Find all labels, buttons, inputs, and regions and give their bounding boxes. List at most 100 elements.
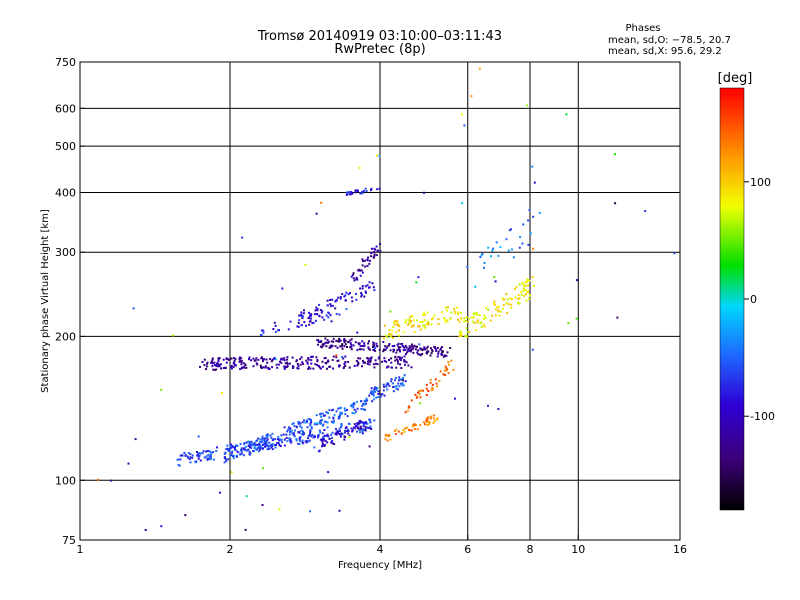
echo-point xyxy=(444,373,447,376)
echo-point xyxy=(434,378,437,381)
echo-point xyxy=(431,317,434,320)
echo-point xyxy=(231,451,233,454)
echo-point xyxy=(437,318,440,321)
echo-point xyxy=(337,296,340,299)
x-tick-labels: 1 2 4 6 8 10 16 xyxy=(77,535,687,556)
echo-point xyxy=(361,258,364,261)
echo-point xyxy=(217,359,220,362)
echo-point xyxy=(410,348,413,351)
echo-point xyxy=(394,359,397,362)
echo-point xyxy=(363,361,366,364)
echo-point xyxy=(231,450,234,453)
echo-point xyxy=(344,294,347,297)
echo-point xyxy=(206,450,209,452)
echo-point xyxy=(296,325,299,328)
echo-point xyxy=(309,315,312,318)
echo-point xyxy=(245,366,248,369)
echo-point xyxy=(408,406,411,409)
echo-point xyxy=(313,446,316,449)
echo-point xyxy=(340,413,343,416)
echo-point xyxy=(415,348,417,351)
echo-point xyxy=(388,359,390,361)
echo-point xyxy=(350,404,353,407)
echo-point xyxy=(370,189,372,192)
echo-point xyxy=(237,451,240,454)
echo-point xyxy=(281,441,284,444)
echo-point xyxy=(318,340,321,343)
echo-point xyxy=(283,367,286,370)
echo-point xyxy=(271,443,274,446)
y-tick-label: 75 xyxy=(62,534,76,547)
echo-point xyxy=(307,358,310,361)
echo-point xyxy=(309,431,312,434)
echo-point xyxy=(423,347,426,350)
echo-point xyxy=(316,360,319,363)
echo-point xyxy=(362,190,365,193)
echo-point xyxy=(403,346,406,349)
echo-point xyxy=(531,165,534,168)
echo-point xyxy=(240,363,243,366)
echo-point xyxy=(184,454,187,457)
echo-point xyxy=(211,357,214,360)
echo-point xyxy=(526,280,528,283)
echo-point xyxy=(427,320,430,323)
echo-point xyxy=(426,345,429,348)
echo-point xyxy=(527,243,530,246)
echo-point xyxy=(261,504,264,506)
echo-point xyxy=(517,298,520,300)
echo-point xyxy=(110,479,113,482)
echo-point xyxy=(285,433,288,436)
echo-point xyxy=(396,387,399,390)
echo-point xyxy=(473,321,476,324)
echo-point xyxy=(363,342,366,345)
echo-point xyxy=(250,443,253,446)
echo-point xyxy=(371,400,374,403)
echo-point xyxy=(302,432,305,435)
echo-point xyxy=(244,528,247,531)
echo-point xyxy=(186,456,189,459)
echo-point xyxy=(446,306,449,309)
echo-point xyxy=(344,339,347,342)
echo-point xyxy=(392,350,395,353)
echo-point xyxy=(378,187,381,190)
echo-point xyxy=(310,362,313,365)
echo-point xyxy=(403,360,406,363)
echo-point xyxy=(331,298,334,301)
echo-point xyxy=(377,396,380,398)
echo-point xyxy=(409,322,412,325)
echo-point xyxy=(330,433,333,436)
echo-point xyxy=(316,436,319,439)
echo-point xyxy=(240,447,243,450)
echo-point xyxy=(318,303,321,306)
echo-point xyxy=(423,311,425,314)
echo-point xyxy=(375,245,378,248)
echo-point xyxy=(501,307,504,310)
echo-point xyxy=(363,421,366,424)
echo-point xyxy=(425,383,428,386)
echo-point xyxy=(358,166,361,169)
echo-point xyxy=(283,357,286,360)
echo-point xyxy=(195,460,198,463)
echo-point xyxy=(468,317,471,320)
echo-point xyxy=(257,450,260,453)
echo-point xyxy=(223,456,226,458)
echo-point xyxy=(368,348,371,351)
echo-point xyxy=(249,446,251,449)
echo-point xyxy=(403,374,406,377)
echo-point xyxy=(356,364,359,367)
echo-point xyxy=(344,427,347,430)
echo-point xyxy=(398,346,401,349)
echo-point xyxy=(347,341,350,344)
echo-point xyxy=(179,454,182,457)
echo-point xyxy=(354,427,357,430)
echo-point xyxy=(343,435,346,438)
echo-point xyxy=(382,341,385,343)
echo-point xyxy=(289,320,292,323)
echo-point xyxy=(413,330,416,333)
echo-point xyxy=(429,347,432,350)
echo-point xyxy=(361,191,364,193)
echo-point xyxy=(264,437,267,440)
echo-point xyxy=(372,363,375,366)
echo-point xyxy=(264,445,267,448)
echo-point xyxy=(386,345,389,348)
